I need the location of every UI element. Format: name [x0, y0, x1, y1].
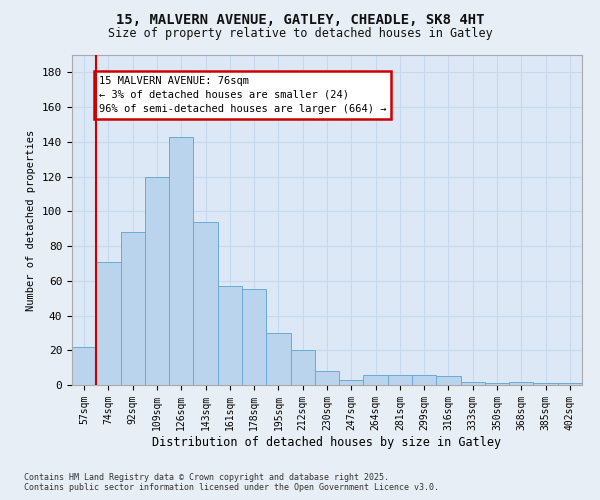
Y-axis label: Number of detached properties: Number of detached properties [26, 130, 37, 310]
Bar [436, 376, 461, 385]
Bar [121, 232, 145, 385]
Bar [169, 136, 193, 385]
Bar [461, 382, 485, 385]
Text: Contains HM Land Registry data © Crown copyright and database right 2025.
Contai: Contains HM Land Registry data © Crown c… [24, 473, 439, 492]
Bar [193, 222, 218, 385]
Bar [218, 286, 242, 385]
Bar [509, 382, 533, 385]
Bar [145, 176, 169, 385]
Bar [290, 350, 315, 385]
Bar [558, 384, 582, 385]
Bar [364, 374, 388, 385]
X-axis label: Distribution of detached houses by size in Gatley: Distribution of detached houses by size … [152, 436, 502, 448]
Bar [96, 262, 121, 385]
Text: 15 MALVERN AVENUE: 76sqm
← 3% of detached houses are smaller (24)
96% of semi-de: 15 MALVERN AVENUE: 76sqm ← 3% of detache… [99, 76, 386, 114]
Bar [266, 333, 290, 385]
Text: Size of property relative to detached houses in Gatley: Size of property relative to detached ho… [107, 28, 493, 40]
Text: 15, MALVERN AVENUE, GATLEY, CHEADLE, SK8 4HT: 15, MALVERN AVENUE, GATLEY, CHEADLE, SK8… [116, 12, 484, 26]
Bar [485, 384, 509, 385]
Bar [242, 290, 266, 385]
Bar [72, 347, 96, 385]
Bar [388, 374, 412, 385]
Bar [315, 371, 339, 385]
Bar [533, 384, 558, 385]
Bar [339, 380, 364, 385]
Bar [412, 374, 436, 385]
